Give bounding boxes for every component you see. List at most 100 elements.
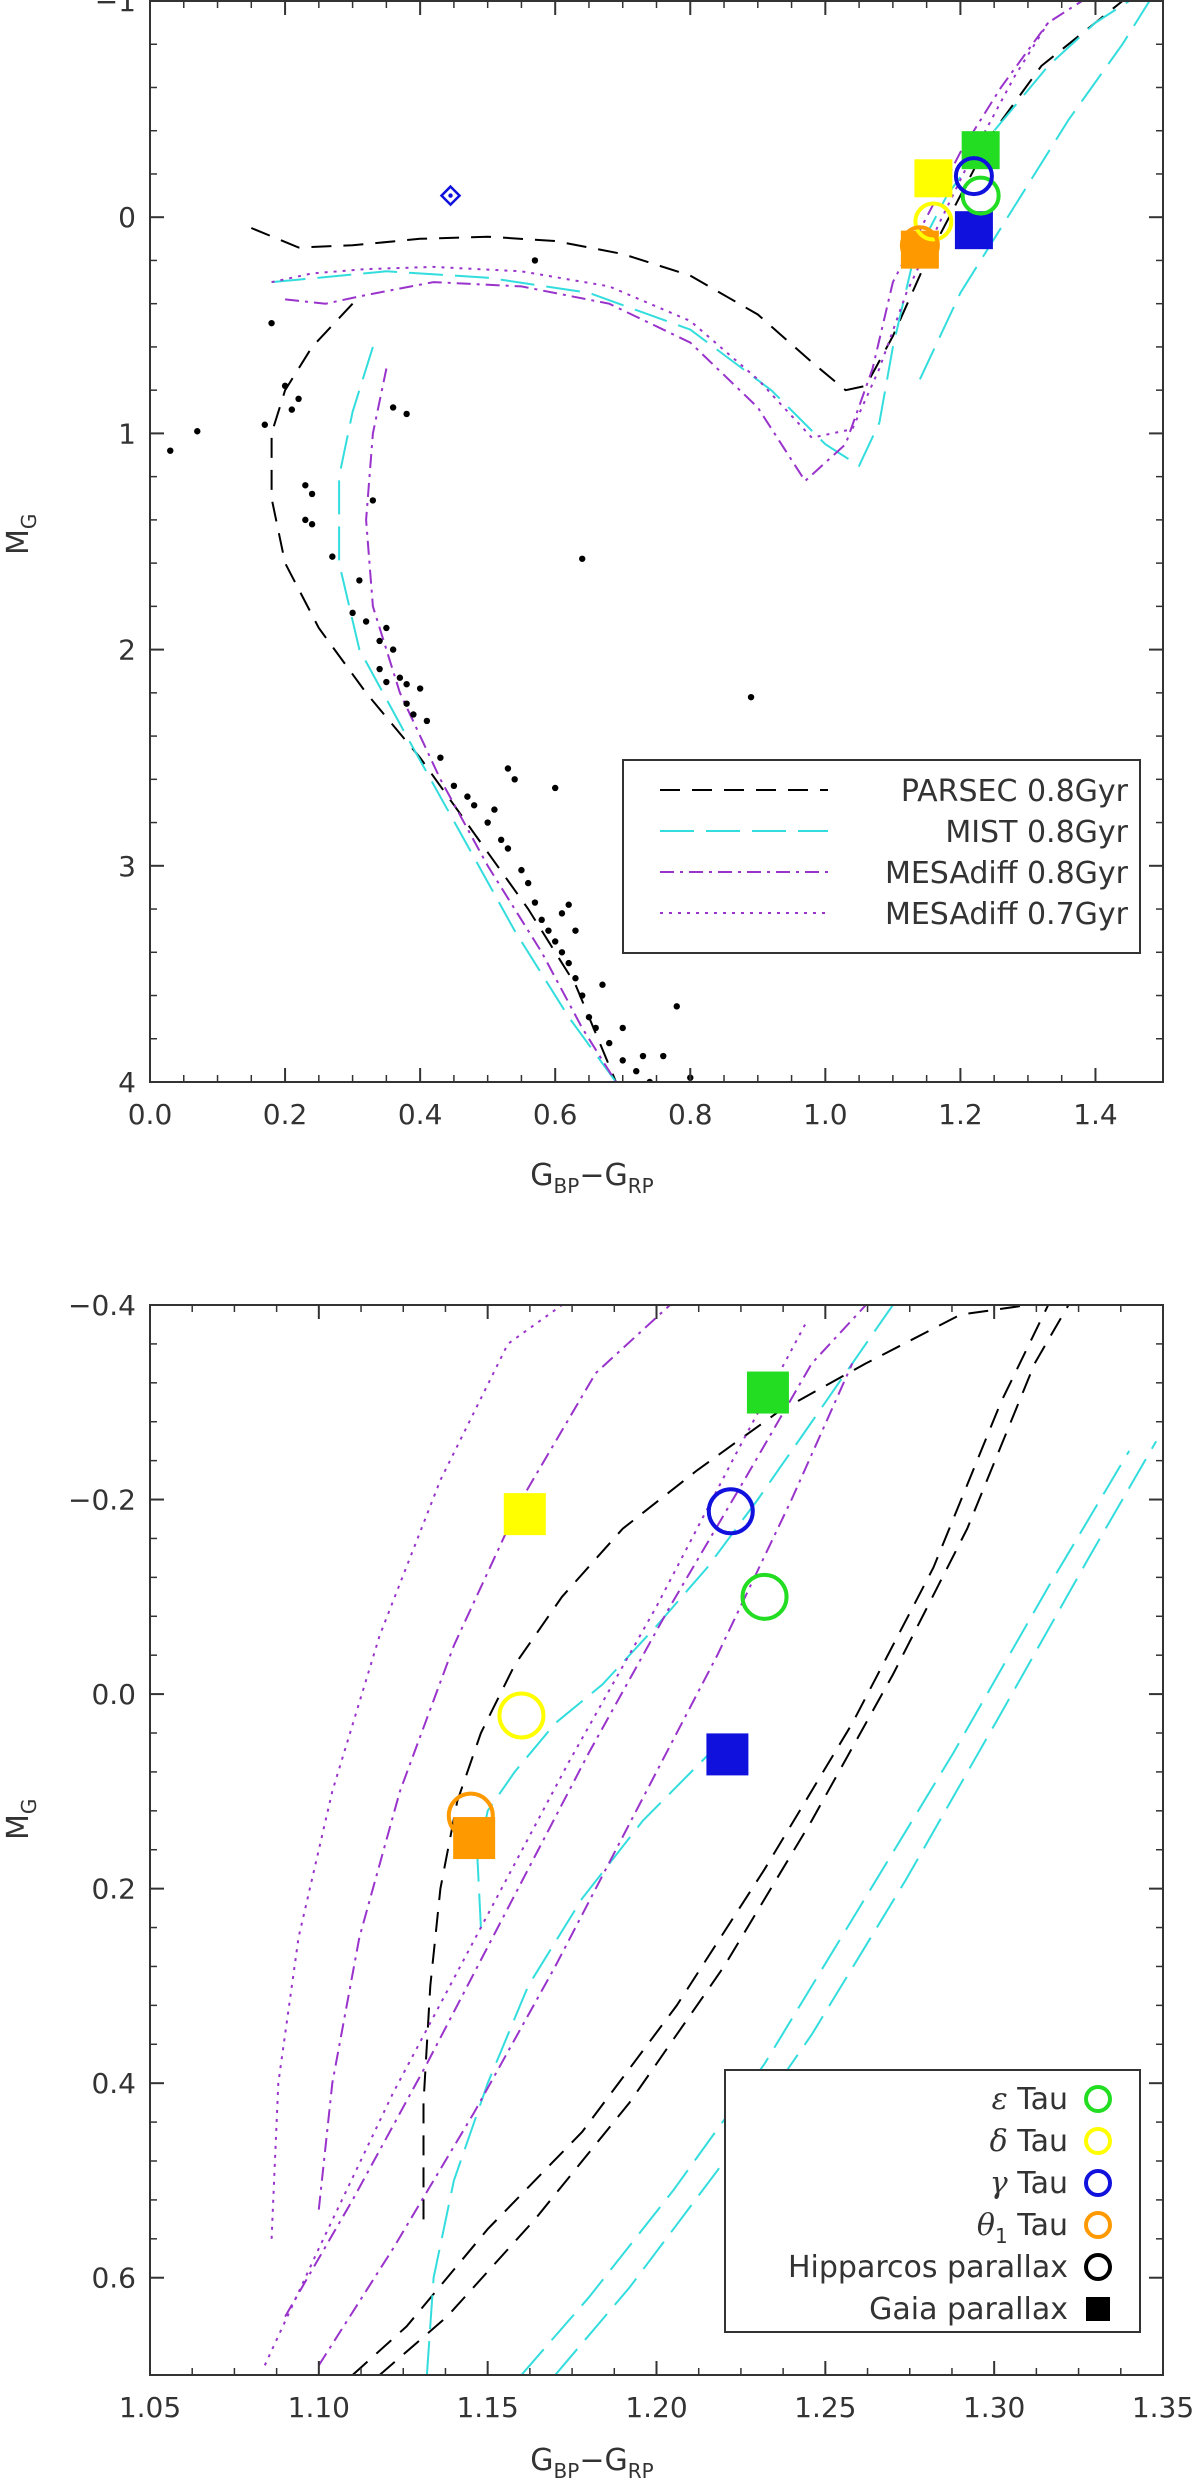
top-star-points <box>167 184 755 1082</box>
bottom-theta-tau-hipparcos-marker <box>446 1791 495 1840</box>
bottom-axis-ticks: 1.05 1.10 1.15 1.20 1.25 1.30 1.35 −0.4 −0.2 0.0 0… <box>68 1289 1194 2424</box>
hyades-member-point <box>504 765 512 772</box>
bottom-eps-tau-gaia-marker <box>746 1371 789 1414</box>
hyades-member-point <box>531 257 539 264</box>
blue-diamond-marker <box>439 184 462 207</box>
top-y-tick-label: 3 <box>118 850 136 883</box>
hyades-member-point <box>410 711 417 718</box>
hyades-member-point <box>295 395 302 403</box>
hyades-member-point <box>552 938 559 945</box>
hyades-member-point <box>572 975 579 982</box>
hyades-member-point <box>552 784 559 792</box>
hyades-member-point <box>518 866 525 874</box>
hyades-member-point <box>565 901 572 908</box>
legend-marker-gaia <box>1086 2297 1110 2321</box>
bottom-isochrone-mist-4 <box>425 1751 712 2375</box>
bottom-isochrone-mesa08-8 <box>284 1305 867 2318</box>
hyades-member-point <box>261 421 269 428</box>
bottom-legend: ε Tau δ Tau γ Tau θ1 Tau Hipparcos paral… <box>724 2069 1141 2333</box>
hyades-member-point <box>302 516 309 524</box>
top-legend: PARSEC 0.8Gyr MIST 0.8Gyr MESAdiff 0.8Gy… <box>622 759 1141 954</box>
bottom-delta-tau-gaia-marker <box>503 1493 546 1536</box>
hyades-member-point <box>369 497 377 504</box>
bottom-gamma-tau-hipparcos-marker <box>706 1487 755 1536</box>
hyades-member-point <box>383 624 390 632</box>
top-x-tick-label: 1.0 <box>803 1098 848 1131</box>
hyades-member-point <box>673 1003 680 1010</box>
bottom-x-tick-label: 1.05 <box>119 2391 181 2424</box>
hyades-member-point <box>585 1013 593 1021</box>
legend-label-delta-tau: δ Tau <box>990 2124 1068 2159</box>
legend-label-theta1-tau: θ1 Tau <box>977 2208 1068 2251</box>
hyades-member-point <box>491 806 498 813</box>
bottom-y-tick-label: −0.2 <box>68 1484 136 1517</box>
hyades-member-point <box>484 819 491 826</box>
hyades-member-point <box>572 927 579 934</box>
hyades-member-point <box>403 410 410 418</box>
top-x-tick-label: 1.2 <box>938 1098 983 1131</box>
bottom-x-tick-label: 1.20 <box>625 2391 687 2424</box>
top-eps-tau-hipparcos-marker <box>960 175 1001 216</box>
hyades-member-point <box>389 646 397 653</box>
hyades-member-point <box>403 680 410 688</box>
top-gamma-tau-hipparcos-marker <box>953 156 994 197</box>
hyades-member-point <box>606 1039 613 1047</box>
top-isochrone-mist-2 <box>271 1 1130 468</box>
top-gamma-tau-gaia-marker <box>954 211 993 250</box>
top-axis-ticks: 0.0 0.2 0.4 0.6 0.8 1.0 1.2 1.4 −1 0 1 2 3 4 <box>95 0 1163 1131</box>
legend-label-mesa07: MESAdiff 0.7Gyr <box>885 897 1129 932</box>
top-y-tick-label: 1 <box>118 417 136 450</box>
top-cmd-chart: 0.0 0.2 0.4 0.6 0.8 1.0 1.2 1.4 −1 0 1 2 3 4 MG GBP−G… <box>1 0 1164 1198</box>
top-hyades-giant-markers <box>899 131 1001 269</box>
hyades-member-point <box>268 319 275 327</box>
hyades-member-point <box>592 1024 599 1032</box>
hyades-member-point <box>329 553 336 560</box>
hyades-member-point <box>194 428 201 435</box>
hyades-member-point <box>504 845 512 852</box>
bottom-hyades-giant-markers <box>446 1371 789 1860</box>
bottom-x-tick-label: 1.35 <box>1132 2391 1194 2424</box>
hyades-member-point <box>464 793 471 800</box>
bottom-delta-tau-hipparcos-marker <box>497 1691 546 1740</box>
top-eps-tau-gaia-marker <box>961 131 1000 170</box>
bottom-isochrone-mesa08-9 <box>317 1362 854 2366</box>
bottom-eps-tau-hipparcos-marker <box>740 1572 789 1621</box>
hyades-member-point <box>383 678 390 686</box>
top-isochrone-parsec-1 <box>270 303 617 1082</box>
top-y-axis-label: MG <box>1 514 41 555</box>
legend-marker-delta-tau <box>1084 2127 1112 2155</box>
hyades-member-point <box>308 490 316 498</box>
legend-marker-eps-tau <box>1084 2085 1112 2113</box>
hyades-member-point <box>288 406 296 413</box>
bottom-y-axis-label: MG <box>1 1799 41 1840</box>
legend-marker-gamma-tau <box>1084 2169 1112 2197</box>
top-delta-tau-hipparcos-marker <box>913 201 954 242</box>
legend-label-gamma-tau: γ Tau <box>990 2166 1068 2201</box>
hyades-member-point <box>558 949 566 956</box>
hyades-member-point <box>389 404 397 411</box>
hyades-member-point <box>558 910 566 917</box>
hyades-member-point <box>497 836 505 844</box>
hyades-member-point <box>747 693 755 701</box>
top-x-tick-label: 0.8 <box>668 1098 713 1131</box>
legend-label-hipparcos: Hipparcos parallax <box>788 2250 1068 2285</box>
hyades-member-point <box>599 981 606 988</box>
top-delta-tau-gaia-marker <box>914 159 953 198</box>
top-isochrone-mesa08-6 <box>365 368 617 1082</box>
bottom-isochrone-mesa07-10 <box>270 1305 563 2239</box>
bottom-y-tick-label: 0.0 <box>91 1678 136 1711</box>
hyades-member-point <box>416 685 424 692</box>
hyades-member-point <box>450 782 458 790</box>
bottom-x-tick-label: 1.30 <box>963 2391 1025 2424</box>
top-isochrone-mist-3 <box>338 346 617 1082</box>
hyades-member-point <box>362 618 370 625</box>
hyades-member-point <box>167 447 174 454</box>
bottom-isochrone-mist-5 <box>520 1450 1131 2375</box>
top-isochrone-mesa07-7 <box>271 22 1050 439</box>
bottom-cmd-chart: 1.05 1.10 1.15 1.20 1.25 1.30 1.35 −0.4 −0.2 0.0 0… <box>1 1289 1194 2483</box>
legend-label-gaia: Gaia parallax <box>869 2292 1068 2327</box>
hyades-member-point <box>660 1052 667 1060</box>
top-y-tick-label: −1 <box>95 0 136 18</box>
bottom-y-tick-label: 0.6 <box>91 2262 136 2295</box>
